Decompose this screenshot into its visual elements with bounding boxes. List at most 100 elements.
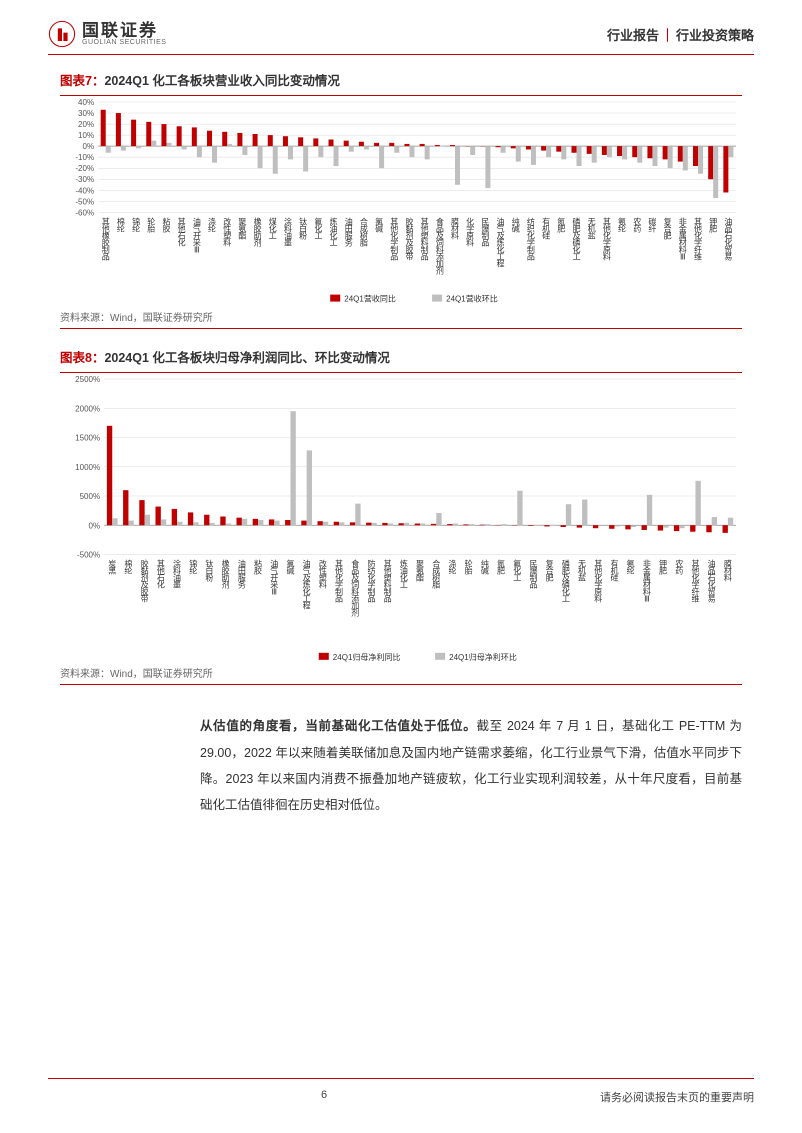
svg-text:-20%: -20% — [75, 164, 94, 173]
svg-text:非金属材料Ⅲ: 非金属材料Ⅲ — [642, 558, 651, 602]
svg-text:1500%: 1500% — [75, 433, 100, 442]
svg-text:-60%: -60% — [75, 208, 94, 217]
svg-text:其他塑料制品: 其他塑料制品 — [420, 217, 429, 261]
svg-text:其他化学纤维: 其他化学纤维 — [691, 559, 700, 603]
svg-text:其他化学制品: 其他化学制品 — [335, 559, 344, 603]
svg-text:氨纶: 氨纶 — [626, 558, 635, 574]
svg-text:炼油化工: 炼油化工 — [399, 558, 408, 588]
svg-text:膜材料: 膜材料 — [451, 216, 460, 240]
svg-text:纺织化学制品: 纺织化学制品 — [526, 216, 535, 261]
body-paragraph: 从估值的角度看，当前基础化工估值处于低位。截至 2024 年 7 月 1 日，基… — [60, 713, 742, 818]
svg-text:炭黑: 炭黑 — [108, 559, 117, 575]
svg-text:炼油化工: 炼油化工 — [329, 216, 338, 246]
header-sep-icon: ｜ — [661, 28, 674, 43]
chart-7-section: 图表7：2024Q1 化工各板块营业收入同比变动情况 -60% -50% -40% -… — [60, 70, 742, 329]
svg-text:食品及饲料添加剂: 食品及饲料添加剂 — [435, 216, 444, 275]
svg-text:氮肥: 氮肥 — [557, 216, 566, 233]
svg-text:24Q1归母净利同比: 24Q1归母净利同比 — [333, 651, 401, 661]
chart-8-source: 资料来源：Wind，国联证券研究所 — [60, 665, 742, 685]
svg-text:其他化学制品: 其他化学制品 — [390, 217, 399, 261]
body-lead: 从估值的角度看，当前基础化工估值处于低位。 — [200, 719, 476, 733]
svg-text:钛白粉: 钛白粉 — [299, 216, 308, 240]
svg-text:无机盐: 无机盐 — [587, 217, 596, 239]
svg-text:纯碱: 纯碱 — [511, 216, 520, 233]
svg-text:有机硅: 有机硅 — [610, 558, 619, 581]
svg-text:0%: 0% — [89, 521, 101, 530]
svg-text:其他橡胶制品: 其他橡胶制品 — [101, 217, 110, 261]
svg-text:有机硅: 有机硅 — [542, 216, 551, 239]
chart-7: -60%-50%-40%-30%-20%-10%0%10%20%30%40%其他… — [60, 96, 742, 307]
svg-text:复合肥: 复合肥 — [663, 216, 672, 240]
svg-text:油田服务: 油田服务 — [344, 216, 353, 247]
svg-text:磷肥及磷化工: 磷肥及磷化工 — [572, 216, 581, 260]
svg-text:24Q1营收环比: 24Q1营收环比 — [446, 294, 498, 304]
svg-text:10%: 10% — [78, 131, 94, 140]
svg-text:其他化学原料: 其他化学原料 — [602, 217, 611, 261]
svg-text:碳纤: 碳纤 — [648, 216, 657, 233]
svg-text:食品及饲料添加剂: 食品及饲料添加剂 — [351, 558, 360, 617]
svg-text:轮胎: 轮胎 — [147, 216, 156, 233]
svg-text:轮胎: 轮胎 — [464, 558, 473, 575]
svg-text:粘胶: 粘胶 — [254, 558, 263, 575]
svg-text:-30%: -30% — [75, 175, 94, 184]
svg-text:防纺化学制品: 防纺化学制品 — [367, 558, 376, 603]
svg-text:油气及炼化工程: 油气及炼化工程 — [496, 216, 505, 268]
svg-text:涤纶: 涤纶 — [448, 558, 457, 574]
footer-disclaimer: 请务必阅读报告末页的重要声明 — [600, 1089, 754, 1105]
svg-text:油气开采Ⅲ: 油气开采Ⅲ — [270, 558, 279, 595]
svg-text:其他化学原料: 其他化学原料 — [594, 559, 603, 603]
svg-text:橡胶助剂: 橡胶助剂 — [221, 558, 230, 589]
svg-text:胶黏剂及胶带: 胶黏剂及胶带 — [405, 216, 414, 261]
svg-text:化学原料: 化学原料 — [466, 216, 475, 247]
svg-text:涂料油墨: 涂料油墨 — [173, 558, 182, 588]
header-category-a: 行业报告 — [607, 28, 659, 43]
svg-text:钾肥: 钾肥 — [659, 559, 668, 575]
svg-text:其他塑料制品: 其他塑料制品 — [383, 559, 392, 603]
svg-text:0%: 0% — [83, 142, 95, 151]
svg-text:钛白粉: 钛白粉 — [205, 558, 214, 582]
svg-text:-40%: -40% — [75, 186, 94, 195]
svg-text:锦纶: 锦纶 — [132, 216, 141, 232]
page-footer: 6 请务必阅读报告末页的重要声明 — [48, 1089, 754, 1105]
svg-text:-50%: -50% — [75, 197, 94, 206]
brand-logo: 国联证券 GUOLIAN SECURITIES — [48, 20, 166, 48]
logo-text-en: GUOLIAN SECURITIES — [82, 39, 166, 46]
svg-text:橡胶助剂: 橡胶助剂 — [253, 216, 262, 247]
svg-text:油田服务: 油田服务 — [237, 558, 246, 589]
svg-text:氮肥: 氮肥 — [497, 558, 506, 575]
svg-text:1000%: 1000% — [75, 462, 100, 471]
svg-text:氯碱: 氯碱 — [286, 558, 295, 575]
svg-text:500%: 500% — [80, 492, 101, 501]
svg-text:民爆制品: 民爆制品 — [481, 217, 490, 247]
svg-text:氟化工: 氟化工 — [314, 216, 323, 239]
svg-text:改性塑料: 改性塑料 — [223, 216, 232, 247]
svg-text:膜材料: 膜材料 — [723, 558, 732, 582]
header-category-b: 行业投资策略 — [676, 28, 754, 43]
chart-7-title: 图表7：2024Q1 化工各板块营业收入同比变动情况 — [60, 70, 742, 96]
svg-text:棉纶: 棉纶 — [116, 216, 125, 232]
svg-text:-10%: -10% — [75, 153, 94, 162]
svg-text:煤化工: 煤化工 — [268, 216, 277, 239]
chart-7-source: 资料来源：Wind，国联证券研究所 — [60, 309, 742, 329]
svg-text:合成树脂: 合成树脂 — [359, 216, 368, 247]
chart-8: -500%0%500%1000%1500%2000%2500%炭黑棉纶胶黏剂及胶… — [60, 373, 742, 664]
svg-text:锦纶: 锦纶 — [189, 558, 198, 574]
svg-text:纯碱: 纯碱 — [480, 558, 489, 575]
svg-text:胶黏剂及胶带: 胶黏剂及胶带 — [140, 558, 149, 603]
svg-text:油品石化贸易: 油品石化贸易 — [724, 216, 733, 261]
svg-text:氟化工: 氟化工 — [513, 558, 522, 581]
svg-text:油气开采Ⅲ: 油气开采Ⅲ — [192, 216, 201, 253]
svg-text:民爆制品: 民爆制品 — [529, 559, 538, 589]
svg-text:涂料油墨: 涂料油墨 — [283, 216, 292, 246]
svg-text:氨纶: 氨纶 — [618, 216, 627, 232]
svg-text:油品石化贸易: 油品石化贸易 — [707, 558, 716, 603]
svg-text:24Q1归母净利环比: 24Q1归母净利环比 — [449, 651, 517, 661]
svg-text:30%: 30% — [78, 109, 94, 118]
svg-text:非金属材料Ⅲ: 非金属材料Ⅲ — [678, 216, 687, 260]
logo-icon — [48, 20, 76, 48]
chart-8-section: 图表8：2024Q1 化工各板块归母净利润同比、环比变动情况 -500%0%50… — [60, 347, 742, 686]
svg-text:涤纶: 涤纶 — [208, 216, 217, 232]
svg-text:无机盐: 无机盐 — [578, 559, 587, 581]
svg-text:聚氨酯: 聚氨酯 — [416, 559, 425, 582]
svg-text:油气及炼化工程: 油气及炼化工程 — [302, 558, 311, 610]
